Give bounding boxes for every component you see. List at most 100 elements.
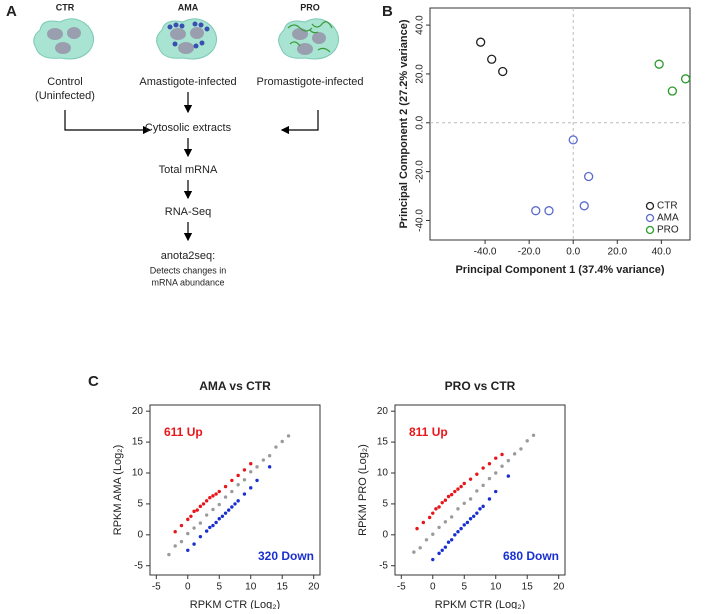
y-tick-label: 20.0	[415, 64, 426, 84]
data-point	[242, 492, 247, 496]
data-point	[465, 520, 470, 525]
x-tick-label: 20	[308, 582, 320, 593]
arrow	[64, 110, 152, 135]
cell-label: Control	[47, 76, 82, 88]
data-point	[449, 492, 454, 497]
data-point	[223, 484, 228, 489]
data-point	[214, 492, 218, 496]
y-tick-label: -40.0	[415, 209, 426, 232]
data-point	[531, 206, 541, 216]
data-point	[478, 507, 482, 511]
data-point	[431, 557, 435, 562]
cell-name: PRO	[300, 2, 320, 12]
data-point	[531, 433, 536, 437]
y-tick-label: 40.0	[415, 15, 426, 35]
cell-name: AMA	[178, 2, 199, 12]
data-point	[446, 494, 451, 499]
data-point	[236, 473, 240, 478]
data-point	[506, 474, 511, 478]
data-point	[487, 497, 492, 501]
data-point	[208, 525, 212, 530]
data-point	[192, 542, 196, 546]
arrow	[280, 110, 319, 135]
data-point	[462, 523, 466, 527]
cell-label: Promastigote-infected	[257, 76, 364, 88]
annotation: 320 Down	[258, 549, 314, 563]
data-point	[487, 54, 497, 64]
x-tick-label: -20.0	[518, 247, 541, 258]
data-point	[198, 521, 203, 525]
y-tick-label: 0	[137, 529, 143, 540]
y-tick-label: 0.0	[415, 115, 426, 129]
data-point	[249, 462, 253, 466]
plot-frame	[429, 7, 691, 241]
data-point	[427, 515, 432, 520]
data-point	[242, 478, 247, 482]
cell-icon	[278, 18, 339, 60]
panel-letter: C	[88, 373, 99, 390]
step-label: RNA-Seq	[165, 206, 211, 218]
y-tick-label: 15	[132, 437, 144, 448]
data-point	[449, 538, 454, 542]
data-point	[494, 456, 498, 460]
data-point	[487, 462, 492, 466]
data-point	[494, 471, 498, 475]
data-point	[468, 517, 473, 521]
data-point	[475, 511, 479, 515]
step-note: mRNA abundance	[151, 277, 224, 287]
data-point	[286, 434, 291, 438]
data-point	[680, 74, 691, 84]
y-tick-label: -5	[379, 560, 388, 571]
y-axis-label: RPKM PRO (Log₂)	[357, 444, 369, 536]
y-tick-label: 20	[132, 406, 144, 417]
data-point	[424, 538, 429, 542]
data-point	[487, 476, 492, 481]
data-point	[544, 206, 554, 216]
data-point	[443, 520, 448, 524]
data-point	[198, 534, 203, 539]
data-point	[434, 507, 438, 511]
data-point	[280, 439, 284, 444]
data-point	[476, 37, 486, 47]
data-point	[525, 439, 529, 443]
data-point	[437, 525, 441, 530]
cell-label: Amastigote-infected	[139, 76, 236, 88]
x-tick-label: 20	[553, 582, 565, 593]
x-tick-label: -5	[397, 582, 406, 593]
legend-label: CTR	[657, 201, 678, 212]
data-point	[267, 453, 272, 458]
step-label: Total mRNA	[159, 164, 218, 176]
data-point	[456, 530, 460, 534]
data-point	[189, 514, 193, 518]
data-point	[481, 466, 485, 470]
data-point	[195, 508, 199, 512]
y-tick-label: 15	[377, 437, 389, 448]
data-point	[443, 498, 448, 502]
data-point	[519, 447, 523, 451]
x-axis-label: RPKM CTR (Log₂)	[190, 599, 280, 609]
data-point	[186, 517, 190, 522]
data-point	[227, 508, 231, 512]
y-tick-label: 10	[377, 468, 389, 479]
data-point	[261, 458, 266, 462]
data-point	[456, 507, 460, 511]
data-point	[255, 478, 259, 483]
data-point	[211, 507, 215, 512]
data-point	[449, 515, 454, 519]
legend-marker	[645, 213, 655, 223]
data-point	[667, 86, 678, 96]
x-tick-label: 15	[277, 582, 289, 593]
data-point	[462, 501, 466, 505]
data-point	[204, 529, 209, 533]
data-point	[186, 531, 190, 536]
data-point	[431, 511, 435, 515]
data-point	[223, 495, 228, 499]
data-point	[475, 489, 479, 493]
data-point	[440, 548, 444, 552]
data-point	[201, 502, 206, 506]
data-point	[568, 135, 578, 145]
step-note: Detects changes in	[150, 265, 227, 275]
data-point	[512, 452, 517, 456]
data-point	[230, 478, 234, 483]
data-point	[453, 533, 457, 537]
